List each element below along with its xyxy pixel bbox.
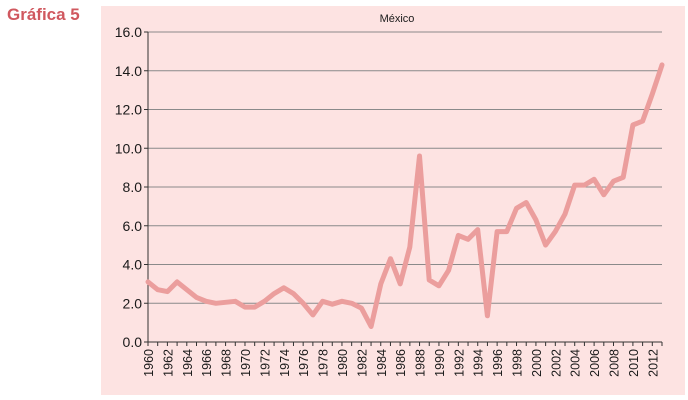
x-tick-label: 1998 xyxy=(511,349,525,377)
x-tick-label: 1962 xyxy=(161,349,175,377)
x-tick-label: 1980 xyxy=(336,349,350,377)
x-tick-label: 1976 xyxy=(297,349,311,377)
x-tick-label: 2000 xyxy=(530,349,544,377)
series xyxy=(145,62,665,329)
x-tick-label: 1974 xyxy=(278,349,292,377)
y-tick-label: 14.0 xyxy=(115,63,142,79)
x-tick-label: 1994 xyxy=(472,349,486,377)
x-tick-label: 1970 xyxy=(239,349,253,377)
y-tick-label: 4.0 xyxy=(123,257,143,273)
series-line xyxy=(145,62,665,329)
x-tick-label: 1982 xyxy=(355,349,369,377)
x-tick-label: 1992 xyxy=(452,349,466,377)
x-tick-label: 1972 xyxy=(258,349,272,377)
x-tick-label: 2008 xyxy=(608,349,622,377)
y-tick-label: 2.0 xyxy=(123,295,143,311)
x-tick-label: 1986 xyxy=(394,349,408,377)
x-tick-label: 1984 xyxy=(375,349,389,377)
x-tick-label: 2004 xyxy=(569,349,583,377)
y-tick-labels: 0.0 2.0 4.0 6.0 8.0 10.0 12.0 14.0 16.0 xyxy=(115,24,142,350)
x-tick-labels: 1960 1962 1964 1966 1968 1970 1972 1974 1976 1978… xyxy=(142,349,660,377)
x-tick-label: 1966 xyxy=(200,349,214,377)
y-tick-label: 10.0 xyxy=(115,140,142,156)
y-tick-label: 12.0 xyxy=(115,102,142,118)
x-tick-label: 1964 xyxy=(181,349,195,377)
x-tick-label: 1988 xyxy=(414,349,428,377)
y-tick-label: 6.0 xyxy=(123,218,143,234)
x-tick-label: 1978 xyxy=(317,349,331,377)
x-tick-label: 2002 xyxy=(549,349,563,377)
chart-title: México xyxy=(380,13,415,25)
y-tick-label: 16.0 xyxy=(115,24,142,40)
x-tick-label: 2006 xyxy=(588,349,602,377)
axes xyxy=(144,31,663,346)
y-tick-label: 0.0 xyxy=(123,334,143,350)
x-tick-label: 2010 xyxy=(627,349,641,377)
x-tick-label: 1960 xyxy=(142,349,156,377)
y-tick-label: 8.0 xyxy=(123,179,143,195)
x-tick-label: 2012 xyxy=(646,349,660,377)
figure-label: Gráfica 5 xyxy=(7,5,80,24)
x-tick-label: 1990 xyxy=(433,349,447,377)
x-tick-label: 1996 xyxy=(491,349,505,377)
x-tick-label: 1968 xyxy=(220,349,234,377)
